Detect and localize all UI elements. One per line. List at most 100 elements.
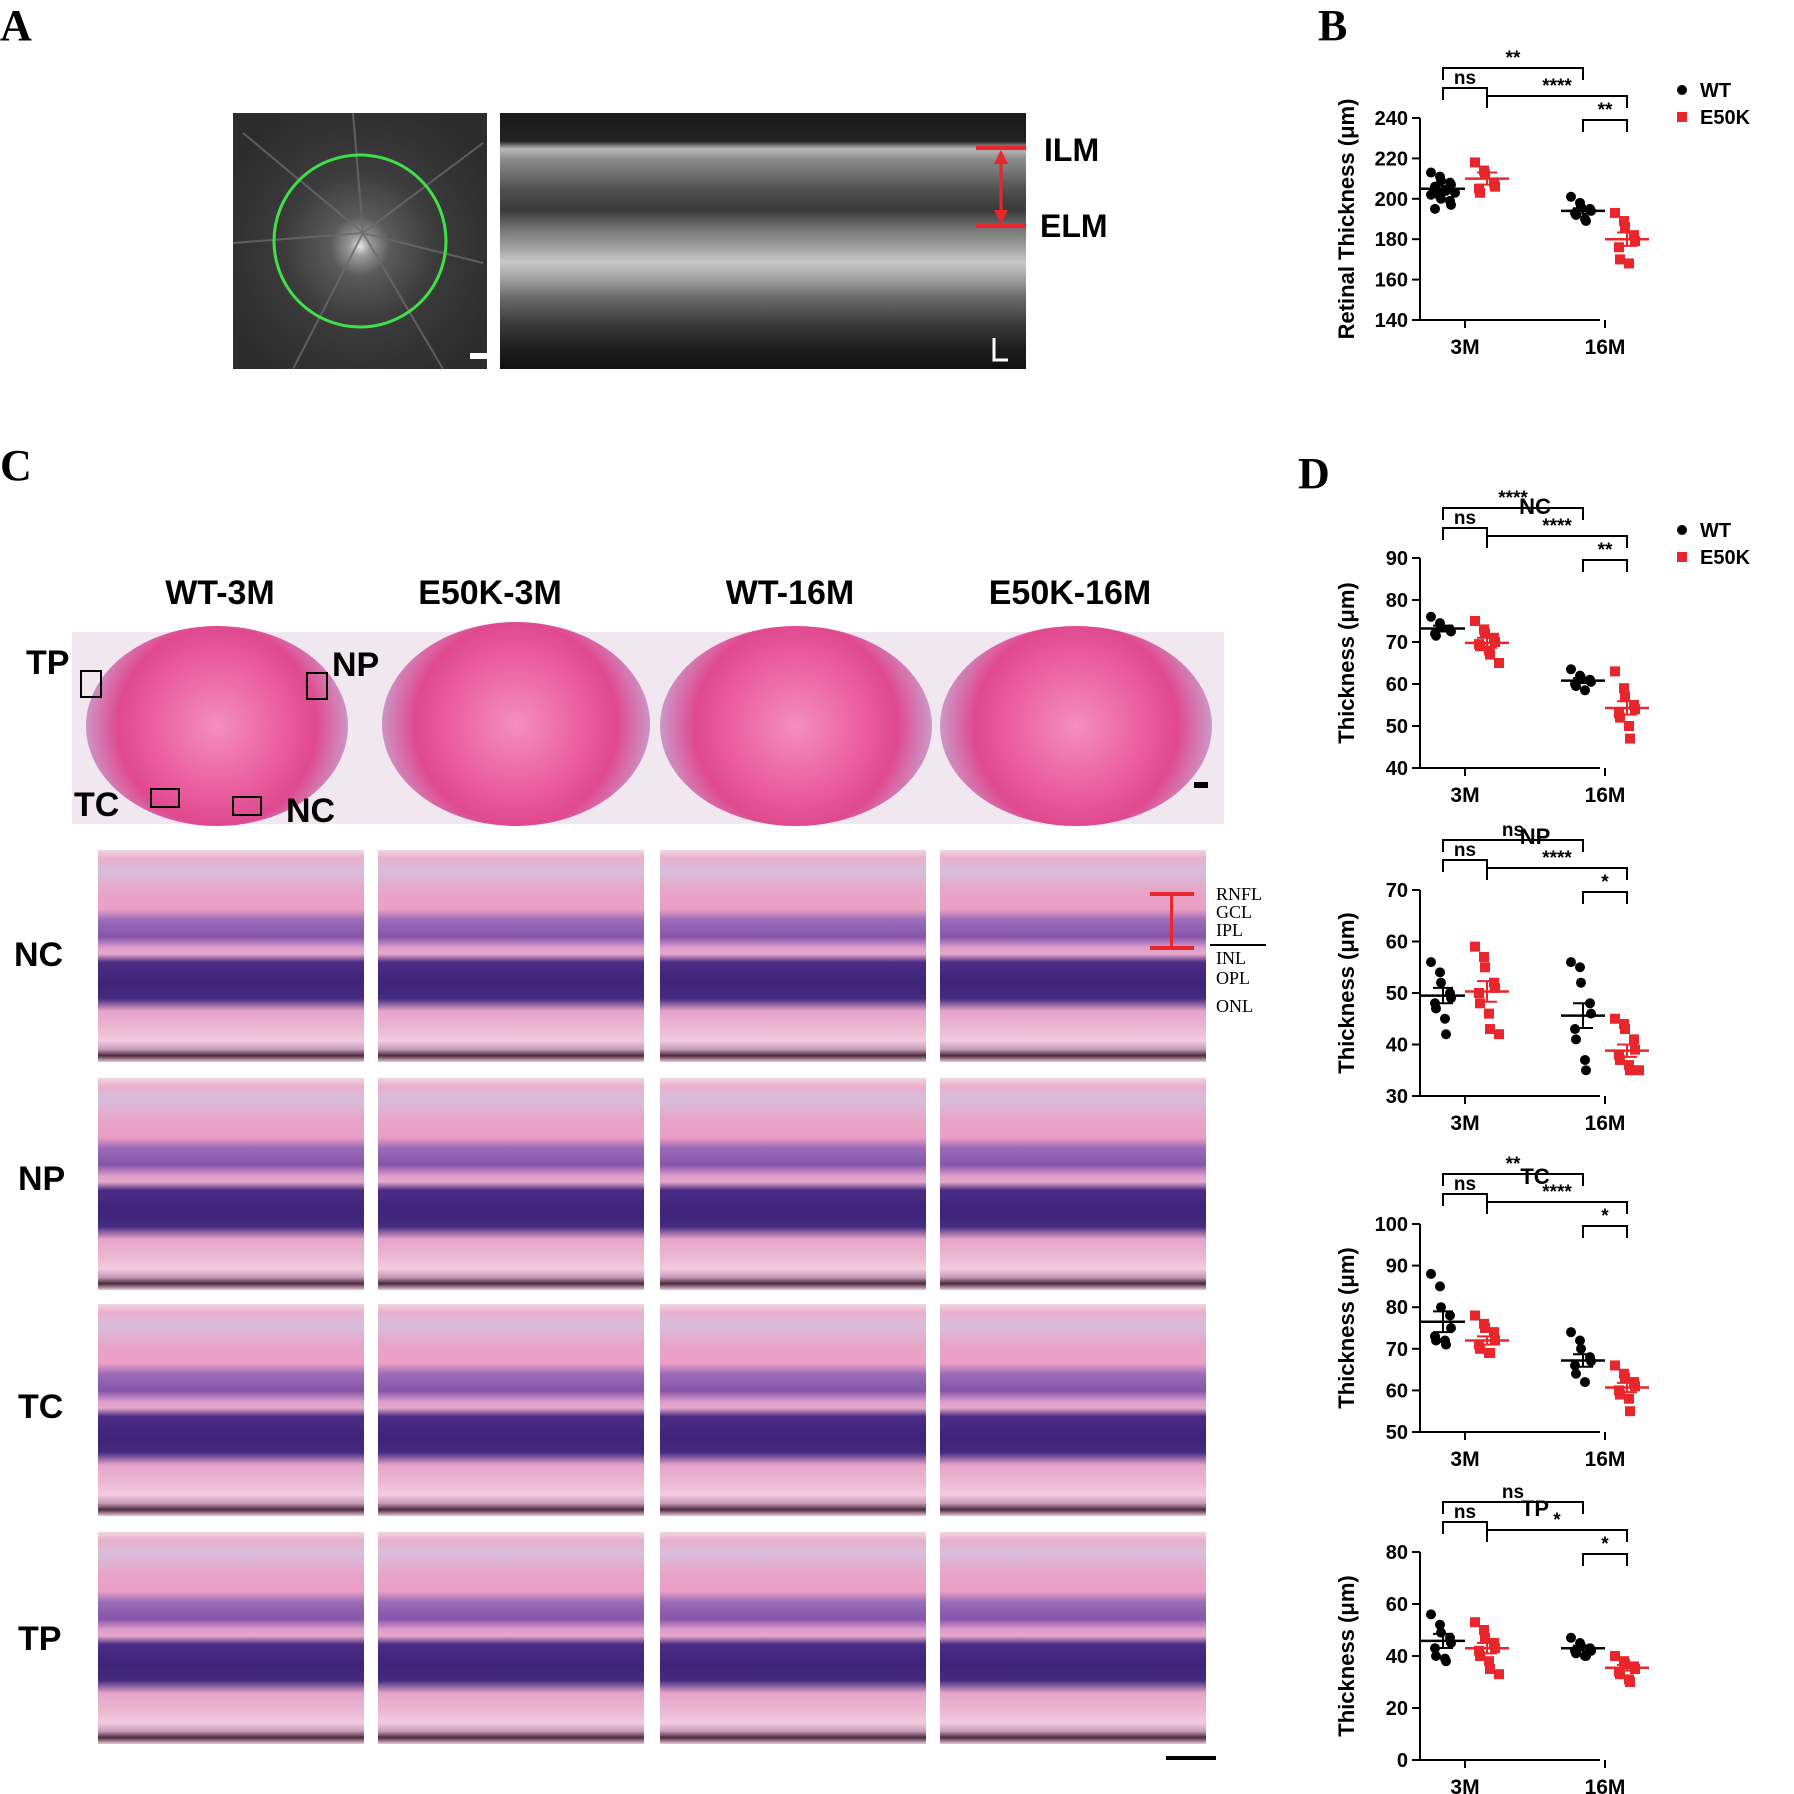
data-point-wt (1446, 1323, 1456, 1333)
legend-marker-wt (1677, 85, 1687, 95)
tissue-scale-bar (1166, 1756, 1216, 1760)
region-box-np (306, 672, 328, 700)
data-point-wt (1436, 1302, 1446, 1313)
data-point-e50k (1629, 1034, 1639, 1045)
data-point-e50k (1485, 1664, 1495, 1674)
y-axis-label: Thickness (μm) (1334, 1247, 1359, 1408)
oct-label-ilm: ILM (1044, 132, 1100, 168)
data-point-e50k (1620, 691, 1630, 702)
y-tick-label: 180 (1375, 229, 1408, 251)
data-point-e50k (1610, 207, 1620, 218)
data-point-e50k (1490, 181, 1500, 192)
y-tick-label: 70 (1386, 1339, 1408, 1361)
significance-bracket (1582, 559, 1628, 572)
significance-bracket (1442, 839, 1584, 852)
data-point-wt (1570, 1360, 1580, 1371)
significance-label: * (1601, 1534, 1609, 1555)
region-mark-tc: TC (74, 786, 120, 824)
data-point-e50k (1620, 1372, 1630, 1383)
y-tick-label: 90 (1386, 1256, 1408, 1278)
y-tick-label: 60 (1386, 932, 1408, 954)
inl-divider (1210, 944, 1266, 946)
data-point-wt (1446, 1638, 1456, 1648)
y-tick-label: 40 (1386, 758, 1408, 780)
data-point-e50k (1610, 666, 1620, 677)
data-point-e50k (1475, 1651, 1485, 1661)
row-label-tc: TC (18, 1388, 64, 1426)
data-point-wt (1575, 962, 1585, 973)
data-point-e50k (1625, 1406, 1635, 1417)
significance-label: ns (1454, 1502, 1476, 1523)
legend-label-e50k: E50K (1700, 547, 1751, 569)
region-box-tc (150, 788, 180, 808)
significance-bracket (1442, 1501, 1584, 1514)
significance-label: ** (1506, 1154, 1521, 1175)
region-mark-tp: TP (26, 644, 70, 682)
row-label-tp: TP (18, 1620, 62, 1658)
data-point-e50k (1615, 1669, 1625, 1680)
data-point-e50k (1470, 1310, 1480, 1321)
data-point-wt (1580, 1054, 1590, 1065)
significance-label: **** (1542, 516, 1572, 537)
significance-label: * (1601, 1206, 1609, 1227)
data-point-e50k (1484, 1008, 1494, 1019)
data-point-wt (1436, 977, 1446, 988)
eye-section-wt-16m (660, 626, 932, 826)
data-point-wt (1571, 1034, 1581, 1045)
layer-bracket-stem (1170, 896, 1173, 946)
tissue-nc-e50k-3m (378, 850, 644, 1062)
data-point-e50k (1480, 628, 1490, 639)
region-mark-np: NP (332, 646, 380, 684)
tissue-np-wt-16m (660, 1078, 926, 1290)
tissue-tp-wt-16m (660, 1532, 926, 1744)
data-point-e50k (1615, 1054, 1625, 1065)
legend-label-e50k: E50K (1700, 107, 1751, 129)
oct-scale (992, 338, 1008, 362)
column-label-e50k-16m: E50K-16M (988, 574, 1152, 612)
x-tick-label: 3M (1450, 1776, 1479, 1794)
data-point-wt (1576, 1343, 1586, 1354)
data-point-e50k (1494, 1669, 1504, 1680)
data-point-e50k (1630, 1664, 1640, 1674)
significance-bracket (1582, 1553, 1628, 1566)
layer-label-inl: INL (1216, 948, 1246, 968)
significance-bracket (1442, 1193, 1488, 1206)
tissue-tc-wt-16m (660, 1304, 926, 1516)
layer-label-ipl: IPL (1216, 920, 1243, 940)
data-point-wt (1441, 1339, 1451, 1350)
y-tick-label: 90 (1386, 548, 1408, 570)
data-point-e50k (1620, 1024, 1630, 1035)
oct-thickness-arrow (976, 146, 1026, 228)
layer-bracket-top (1150, 892, 1194, 896)
data-point-wt (1580, 685, 1590, 696)
column-label-wt-3m: WT-3M (165, 574, 275, 612)
data-point-wt (1581, 216, 1591, 227)
data-point-wt (1445, 1310, 1455, 1321)
data-point-e50k (1619, 683, 1629, 694)
data-point-wt (1566, 191, 1576, 202)
x-tick-label: 16M (1585, 1776, 1626, 1794)
significance-bracket (1582, 1225, 1628, 1238)
data-point-e50k (1619, 1018, 1629, 1029)
significance-label: ** (1598, 540, 1613, 561)
significance-label: **** (1542, 1182, 1572, 1203)
data-point-wt (1426, 957, 1436, 968)
data-point-e50k (1479, 1625, 1489, 1635)
tissue-tp-wt-3m (98, 1532, 364, 1744)
data-point-wt (1436, 1627, 1446, 1638)
data-point-wt (1430, 203, 1440, 214)
data-point-e50k (1625, 733, 1635, 744)
data-point-wt (1431, 1651, 1441, 1661)
x-tick-label: 16M (1585, 1448, 1626, 1471)
significance-bracket (1442, 527, 1488, 540)
significance-bracket (1582, 891, 1628, 904)
data-point-wt (1435, 1619, 1445, 1630)
significance-label: ns (1454, 840, 1476, 861)
y-axis-label: Thickness (μm) (1334, 912, 1359, 1073)
data-point-e50k (1610, 1360, 1620, 1371)
data-point-e50k (1480, 1323, 1490, 1333)
significance-label: **** (1542, 76, 1572, 97)
significance-label: ns (1502, 820, 1524, 841)
data-point-wt (1580, 1377, 1590, 1388)
